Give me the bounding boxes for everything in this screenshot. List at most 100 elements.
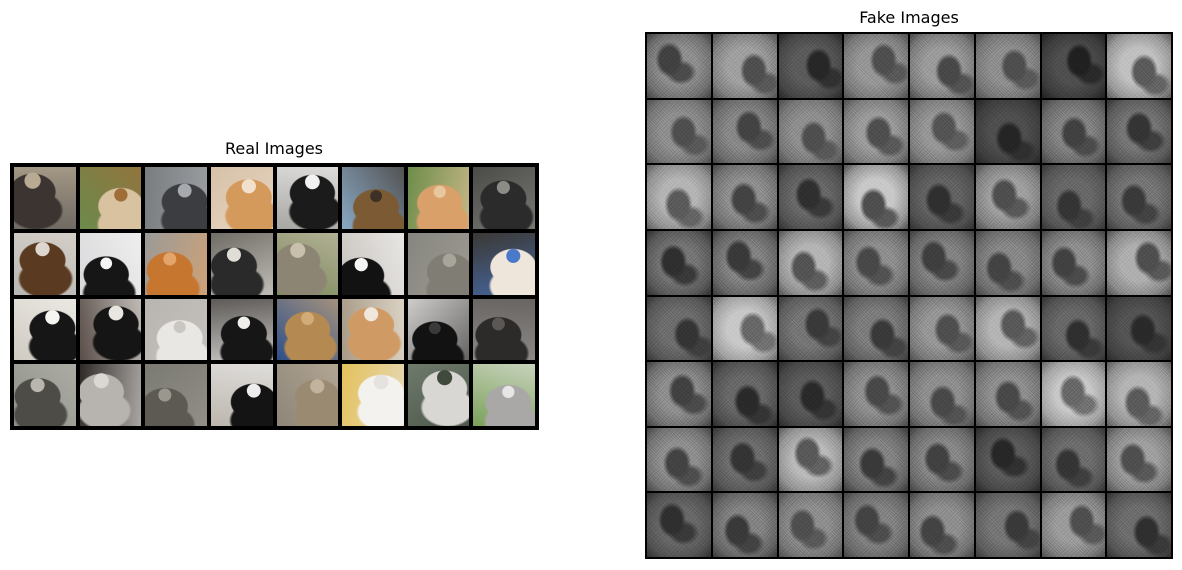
noise-texture <box>712 427 777 492</box>
fake-generated-image <box>975 230 1040 295</box>
fake-generated-image <box>712 296 777 361</box>
fake-generated-image <box>712 230 777 295</box>
noise-texture <box>712 99 777 164</box>
noise-texture <box>910 296 974 361</box>
fake-generated-image <box>1107 34 1171 98</box>
fake-generated-image <box>712 362 777 426</box>
noise-texture <box>910 230 974 295</box>
noise-texture <box>778 165 843 229</box>
real-cat-image <box>210 298 273 361</box>
fake-generated-image <box>844 427 908 492</box>
fake-generated-image <box>975 165 1040 229</box>
real-cat-image <box>473 298 535 361</box>
noise-texture <box>1041 296 1106 361</box>
real-cat-image <box>210 232 273 295</box>
real-cat-image <box>14 298 76 361</box>
fake-generated-image <box>647 296 711 361</box>
real-cat-image <box>407 167 470 229</box>
noise-texture <box>910 362 974 426</box>
noise-texture <box>712 230 777 295</box>
fake-images-grid <box>645 32 1173 559</box>
fake-generated-image <box>1041 362 1106 426</box>
noise-texture <box>975 99 1040 164</box>
noise-texture <box>1107 165 1171 229</box>
real-cat-image <box>210 167 273 229</box>
noise-texture <box>910 493 974 557</box>
noise-texture <box>778 230 843 295</box>
real-cat-image <box>276 167 339 229</box>
noise-texture <box>844 296 908 361</box>
noise-texture <box>712 296 777 361</box>
real-cat-image <box>473 232 535 295</box>
noise-texture <box>1041 362 1106 426</box>
noise-texture <box>778 34 843 98</box>
fake-generated-image <box>778 230 843 295</box>
noise-texture <box>1107 493 1171 557</box>
fake-generated-image <box>1107 296 1171 361</box>
fake-generated-image <box>975 493 1040 557</box>
real-cat-image <box>145 232 207 295</box>
real-cat-image <box>407 298 470 361</box>
real-cat-image <box>407 364 470 426</box>
noise-texture <box>778 99 843 164</box>
noise-texture <box>844 493 908 557</box>
noise-texture <box>975 427 1040 492</box>
fake-generated-image <box>647 230 711 295</box>
real-cat-image <box>342 298 404 361</box>
noise-texture <box>778 362 843 426</box>
noise-texture <box>778 296 843 361</box>
noise-texture <box>647 230 711 295</box>
fake-generated-image <box>844 165 908 229</box>
fake-generated-image <box>910 493 974 557</box>
real-cat-image <box>473 364 535 426</box>
fake-generated-image <box>975 427 1040 492</box>
noise-texture <box>712 493 777 557</box>
fake-generated-image <box>778 427 843 492</box>
real-cat-image <box>79 232 142 295</box>
noise-texture <box>647 427 711 492</box>
fake-generated-image <box>844 230 908 295</box>
fake-generated-image <box>844 296 908 361</box>
fake-generated-image <box>910 230 974 295</box>
noise-texture <box>1041 427 1106 492</box>
real-cat-image <box>14 232 76 295</box>
real-images-title: Real Images <box>224 139 324 158</box>
fake-generated-image <box>647 362 711 426</box>
fake-images-title: Fake Images <box>859 8 959 27</box>
fake-generated-image <box>778 99 843 164</box>
fake-generated-image <box>712 165 777 229</box>
real-cat-image <box>342 364 404 426</box>
fake-generated-image <box>1107 493 1171 557</box>
fake-generated-image <box>975 362 1040 426</box>
real-cat-image <box>276 298 339 361</box>
noise-texture <box>778 427 843 492</box>
fake-generated-image <box>778 493 843 557</box>
fake-generated-image <box>910 362 974 426</box>
fake-generated-image <box>1041 34 1106 98</box>
real-cat-image <box>79 298 142 361</box>
fake-generated-image <box>1107 99 1171 164</box>
noise-texture <box>844 362 908 426</box>
fake-generated-image <box>1041 99 1106 164</box>
fake-generated-image <box>844 34 908 98</box>
noise-texture <box>844 165 908 229</box>
real-cat-image <box>276 232 339 295</box>
noise-texture <box>1041 34 1106 98</box>
fake-generated-image <box>844 362 908 426</box>
noise-texture <box>1041 493 1106 557</box>
noise-texture <box>975 230 1040 295</box>
noise-texture <box>647 165 711 229</box>
fake-generated-image <box>910 99 974 164</box>
fake-generated-image <box>844 493 908 557</box>
noise-texture <box>712 34 777 98</box>
noise-texture <box>975 493 1040 557</box>
real-cat-image <box>14 364 76 426</box>
fake-generated-image <box>647 427 711 492</box>
real-cat-image <box>210 364 273 426</box>
real-cat-image <box>473 167 535 229</box>
real-cat-image <box>79 364 142 426</box>
noise-texture <box>910 34 974 98</box>
fake-generated-image <box>844 99 908 164</box>
noise-texture <box>1107 296 1171 361</box>
fake-generated-image <box>1041 296 1106 361</box>
